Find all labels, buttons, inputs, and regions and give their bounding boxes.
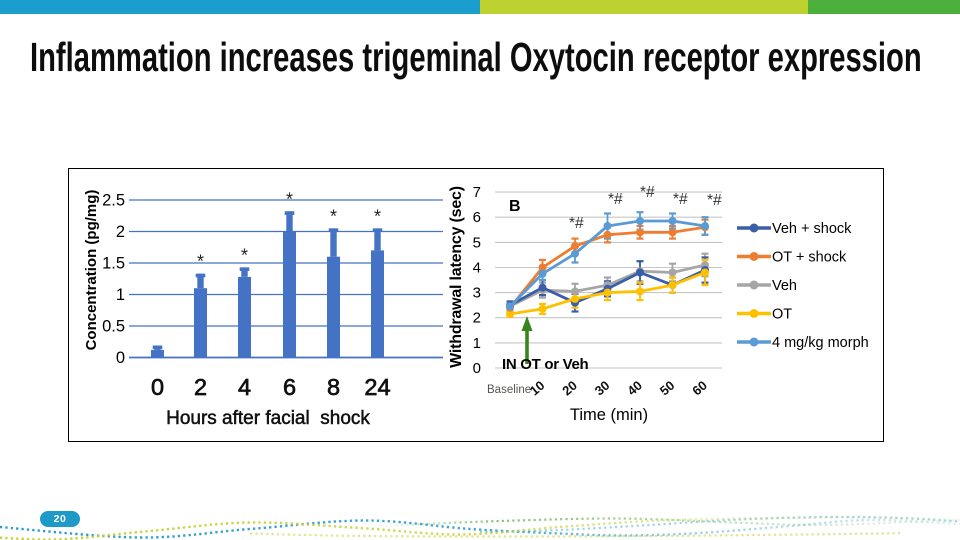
svg-text:1.5: 1.5 xyxy=(102,255,125,273)
svg-text:Veh: Veh xyxy=(772,278,797,294)
svg-text:7: 7 xyxy=(473,184,481,201)
svg-text:1: 1 xyxy=(473,335,481,352)
svg-text:*#: *# xyxy=(569,215,584,232)
svg-text:*: * xyxy=(330,206,337,226)
svg-text:0: 0 xyxy=(116,349,125,367)
svg-text:4 mg/kg morph: 4 mg/kg morph xyxy=(772,335,869,351)
svg-text:B: B xyxy=(509,198,521,215)
svg-text:60: 60 xyxy=(689,378,710,399)
svg-text:6: 6 xyxy=(473,209,481,226)
svg-text:*: * xyxy=(241,245,248,265)
svg-text:50: 50 xyxy=(657,378,678,399)
svg-text:*#: *# xyxy=(707,192,722,209)
svg-text:Baseline: Baseline xyxy=(487,384,531,396)
svg-text:2: 2 xyxy=(194,374,207,400)
svg-text:2: 2 xyxy=(116,223,125,241)
svg-text:Hours after facial shock: Hours after facial shock xyxy=(166,408,370,429)
svg-text:IN OT or Veh: IN OT or Veh xyxy=(502,356,589,373)
svg-text:OT + shock: OT + shock xyxy=(772,250,847,266)
svg-text:OT: OT xyxy=(772,307,792,323)
svg-text:2: 2 xyxy=(473,310,481,327)
svg-text:40: 40 xyxy=(624,378,645,399)
svg-text:4: 4 xyxy=(473,260,481,277)
svg-text:*#: *# xyxy=(673,191,688,208)
svg-text:4: 4 xyxy=(238,374,251,400)
svg-text:5: 5 xyxy=(473,234,481,251)
svg-text:Time (min): Time (min) xyxy=(570,406,648,424)
svg-text:*: * xyxy=(286,189,293,209)
svg-text:6: 6 xyxy=(283,374,296,400)
svg-text:8: 8 xyxy=(327,374,340,400)
svg-text:24: 24 xyxy=(364,374,390,400)
svg-text:30: 30 xyxy=(592,378,613,399)
svg-text:0.5: 0.5 xyxy=(102,318,125,336)
svg-text:Concentration (pg/mg): Concentration (pg/mg) xyxy=(83,190,100,351)
svg-text:20: 20 xyxy=(559,378,580,399)
svg-text:*#: *# xyxy=(608,191,623,208)
svg-text:3: 3 xyxy=(473,285,481,302)
svg-text:*: * xyxy=(374,206,381,226)
svg-text:1: 1 xyxy=(116,286,125,304)
svg-text:Withdrawal latency (sec): Withdrawal latency (sec) xyxy=(448,186,465,368)
svg-text:0: 0 xyxy=(151,374,164,400)
svg-text:*#: *# xyxy=(640,184,655,201)
svg-text:Veh + shock: Veh + shock xyxy=(772,221,852,237)
svg-text:2.5: 2.5 xyxy=(102,192,125,210)
svg-text:0: 0 xyxy=(473,360,481,377)
svg-text:*: * xyxy=(197,252,204,272)
